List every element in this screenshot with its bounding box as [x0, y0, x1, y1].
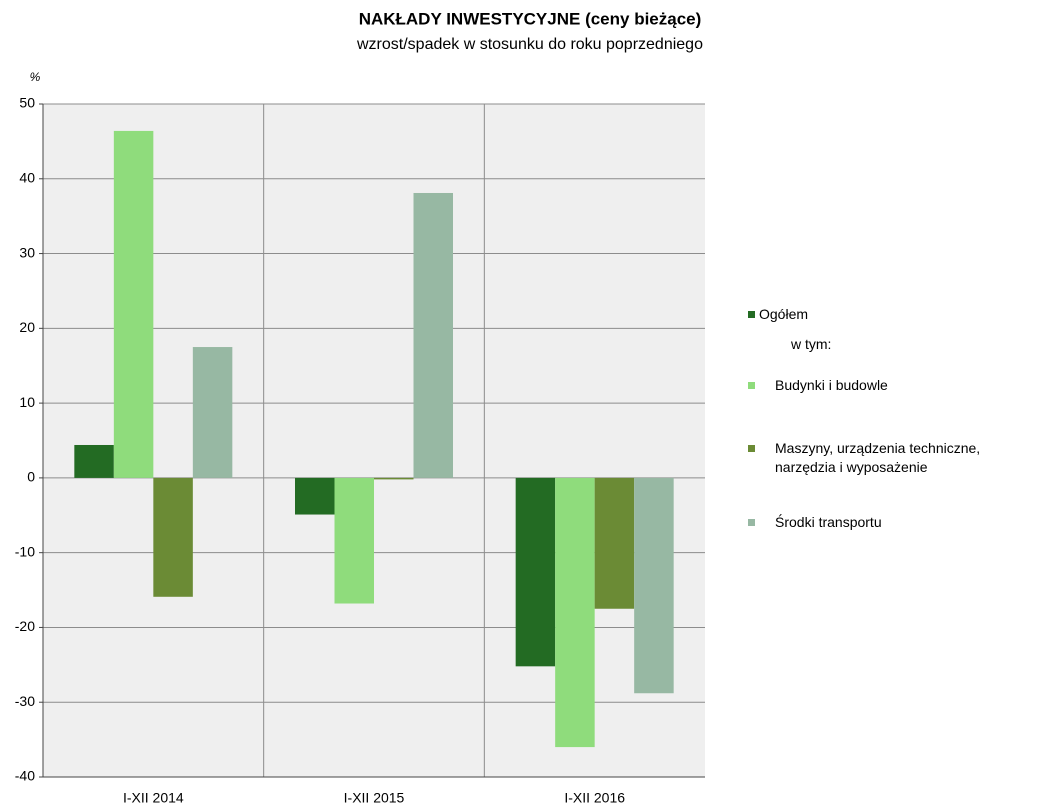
bar [153, 477, 193, 597]
legend-label: Ogółem [759, 306, 809, 322]
bar [334, 477, 374, 604]
legend-swatch [748, 311, 755, 318]
y-tick-label: -40 [15, 768, 35, 784]
y-tick-label: 30 [19, 244, 35, 260]
legend-swatch [748, 445, 755, 452]
bar [634, 477, 674, 694]
legend: Ogółem w tym: Budynki i budowle Maszyny, ur… [745, 305, 1045, 532]
legend-item: Ogółem [745, 305, 999, 324]
bar [555, 477, 595, 748]
y-tick-label: -10 [15, 543, 35, 559]
bar [515, 477, 556, 667]
legend-swatch [748, 519, 755, 526]
x-tick-label: I-XII 2015 [344, 790, 405, 806]
y-tick-label: 40 [19, 169, 35, 185]
y-tick-label: 50 [19, 95, 35, 111]
bar [74, 444, 114, 478]
y-axis-label: % [30, 70, 41, 84]
legend-item: Budynki i budowle [745, 376, 1015, 395]
y-tick-label: 0 [27, 469, 35, 485]
x-tick-label: I-XII 2014 [123, 790, 184, 806]
legend-swatch [748, 382, 755, 389]
chart-title: NAKŁADY INWESTYCYJNE (ceny bieżące) [359, 9, 702, 28]
y-tick-label: 10 [19, 394, 35, 410]
x-tick-label: I-XII 2016 [564, 790, 625, 806]
y-tick-label: -30 [15, 693, 35, 709]
legend-note: w tym: [791, 336, 832, 352]
bar [413, 192, 453, 478]
y-tick-label: 20 [19, 319, 35, 335]
bar [594, 477, 635, 609]
legend-label: Budynki i budowle [775, 377, 888, 393]
bar [295, 477, 335, 515]
legend-label: Maszyny, urządzenia techniczne, narzędzi… [775, 440, 981, 475]
bar [374, 477, 414, 480]
legend-label: Środki transportu [775, 514, 882, 530]
bar [192, 347, 233, 478]
legend-item: Maszyny, urządzenia techniczne, narzędzi… [745, 439, 1015, 477]
y-tick-label: -20 [15, 618, 35, 634]
legend-item: Środki transportu [745, 513, 1015, 532]
chart-subtitle: wzrost/spadek w stosunku do roku poprzed… [356, 36, 703, 53]
bar [113, 130, 154, 478]
